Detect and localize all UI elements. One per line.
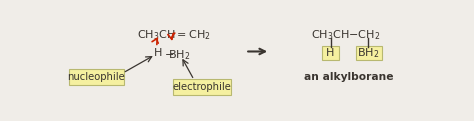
Text: BH$_2$: BH$_2$: [168, 48, 191, 62]
Text: $-$: $-$: [164, 48, 174, 58]
Text: CH$_3$CH$=$CH$_2$: CH$_3$CH$=$CH$_2$: [137, 28, 211, 42]
Text: BH$_2$: BH$_2$: [356, 46, 379, 60]
Text: an alkylborane: an alkylborane: [304, 72, 394, 82]
Text: electrophile: electrophile: [173, 82, 231, 92]
FancyBboxPatch shape: [69, 69, 124, 85]
FancyBboxPatch shape: [173, 79, 230, 95]
Text: H: H: [154, 48, 163, 58]
FancyBboxPatch shape: [356, 46, 383, 60]
Text: H: H: [326, 48, 335, 58]
Text: nucleophile: nucleophile: [68, 72, 125, 82]
FancyBboxPatch shape: [322, 46, 339, 60]
Text: CH$_3$CH$-$CH$_2$: CH$_3$CH$-$CH$_2$: [311, 28, 381, 42]
